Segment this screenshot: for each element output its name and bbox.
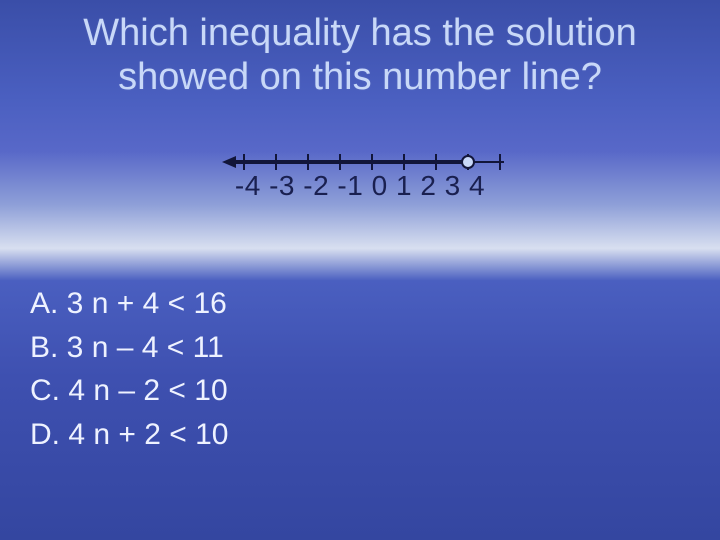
number-line-labels: -4 -3 -2 -1 0 1 2 3 4 [0, 170, 720, 202]
answer-a: A. 3 n + 4 < 16 [30, 282, 228, 326]
title-line-2: showed on this number line? [118, 56, 602, 98]
answer-b: B. 3 n – 4 < 11 [30, 326, 228, 370]
title-line-1: Which inequality has the solution [83, 12, 636, 54]
answer-c: C. 4 n – 2 < 10 [30, 369, 228, 413]
answer-choices: A. 3 n + 4 < 16 B. 3 n – 4 < 11 C. 4 n –… [30, 282, 228, 456]
slide: Which inequality has the solution showed… [0, 0, 720, 540]
answer-d: D. 4 n + 2 < 10 [30, 413, 228, 457]
question-title: Which inequality has the solution showed… [0, 12, 720, 99]
